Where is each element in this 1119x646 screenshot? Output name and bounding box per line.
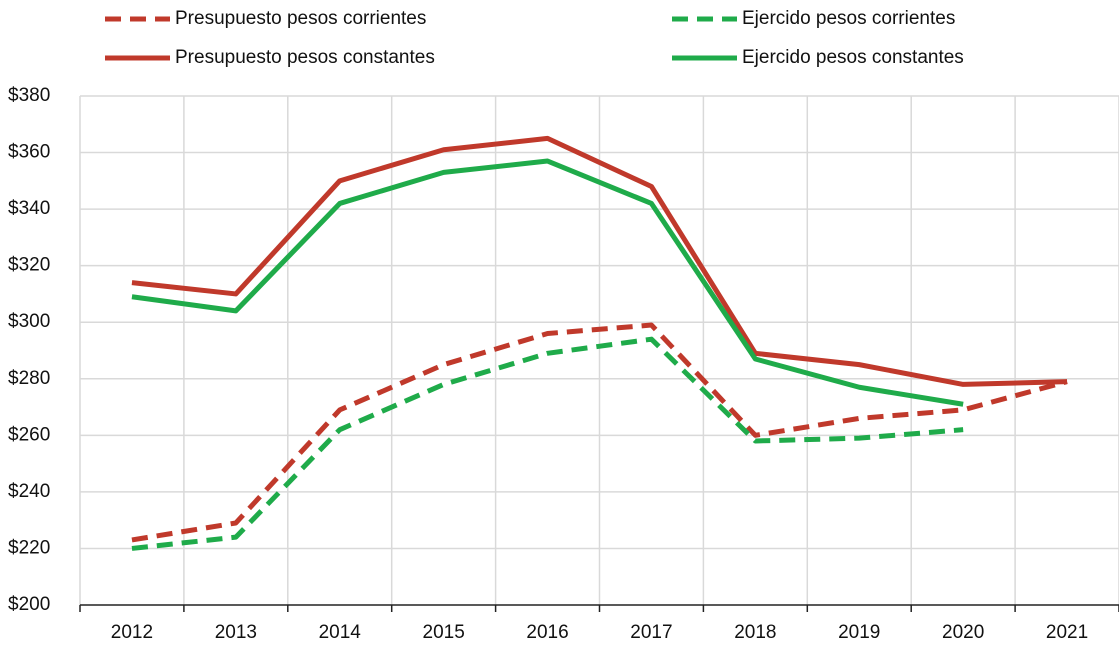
x-tick-label: 2017 — [630, 622, 672, 643]
x-tick-label: 2013 — [215, 622, 257, 643]
x-tick-label: 2016 — [526, 622, 568, 643]
x-tick-label: 2020 — [942, 622, 984, 643]
y-tick-label: $220 — [8, 537, 50, 558]
legend-label: Presupuesto pesos corrientes — [175, 8, 426, 29]
legend-label: Ejercido pesos constantes — [742, 47, 964, 68]
y-tick-label: $320 — [8, 255, 50, 276]
y-tick-label: $360 — [8, 142, 50, 163]
y-tick-label: $380 — [8, 85, 50, 106]
x-tick-label: 2018 — [734, 622, 776, 643]
x-tick-label: 2019 — [838, 622, 880, 643]
y-tick-label: $200 — [8, 594, 50, 615]
x-tick-label: 2015 — [423, 622, 465, 643]
y-tick-label: $260 — [8, 424, 50, 445]
series-line — [131, 336, 964, 551]
y-tick-label: $240 — [8, 481, 50, 502]
y-tick-label: $300 — [8, 311, 50, 332]
x-tick-label: 2021 — [1046, 622, 1088, 643]
series-line — [131, 135, 1068, 387]
series-line — [131, 322, 1068, 543]
x-tick-label: 2014 — [319, 622, 362, 643]
legend-label: Presupuesto pesos constantes — [175, 47, 435, 68]
series-line — [131, 158, 964, 407]
y-tick-label: $280 — [8, 368, 50, 389]
y-tick-label: $340 — [8, 198, 50, 219]
x-tick-label: 2012 — [111, 622, 153, 643]
legend-label: Ejercido pesos corrientes — [742, 8, 955, 29]
